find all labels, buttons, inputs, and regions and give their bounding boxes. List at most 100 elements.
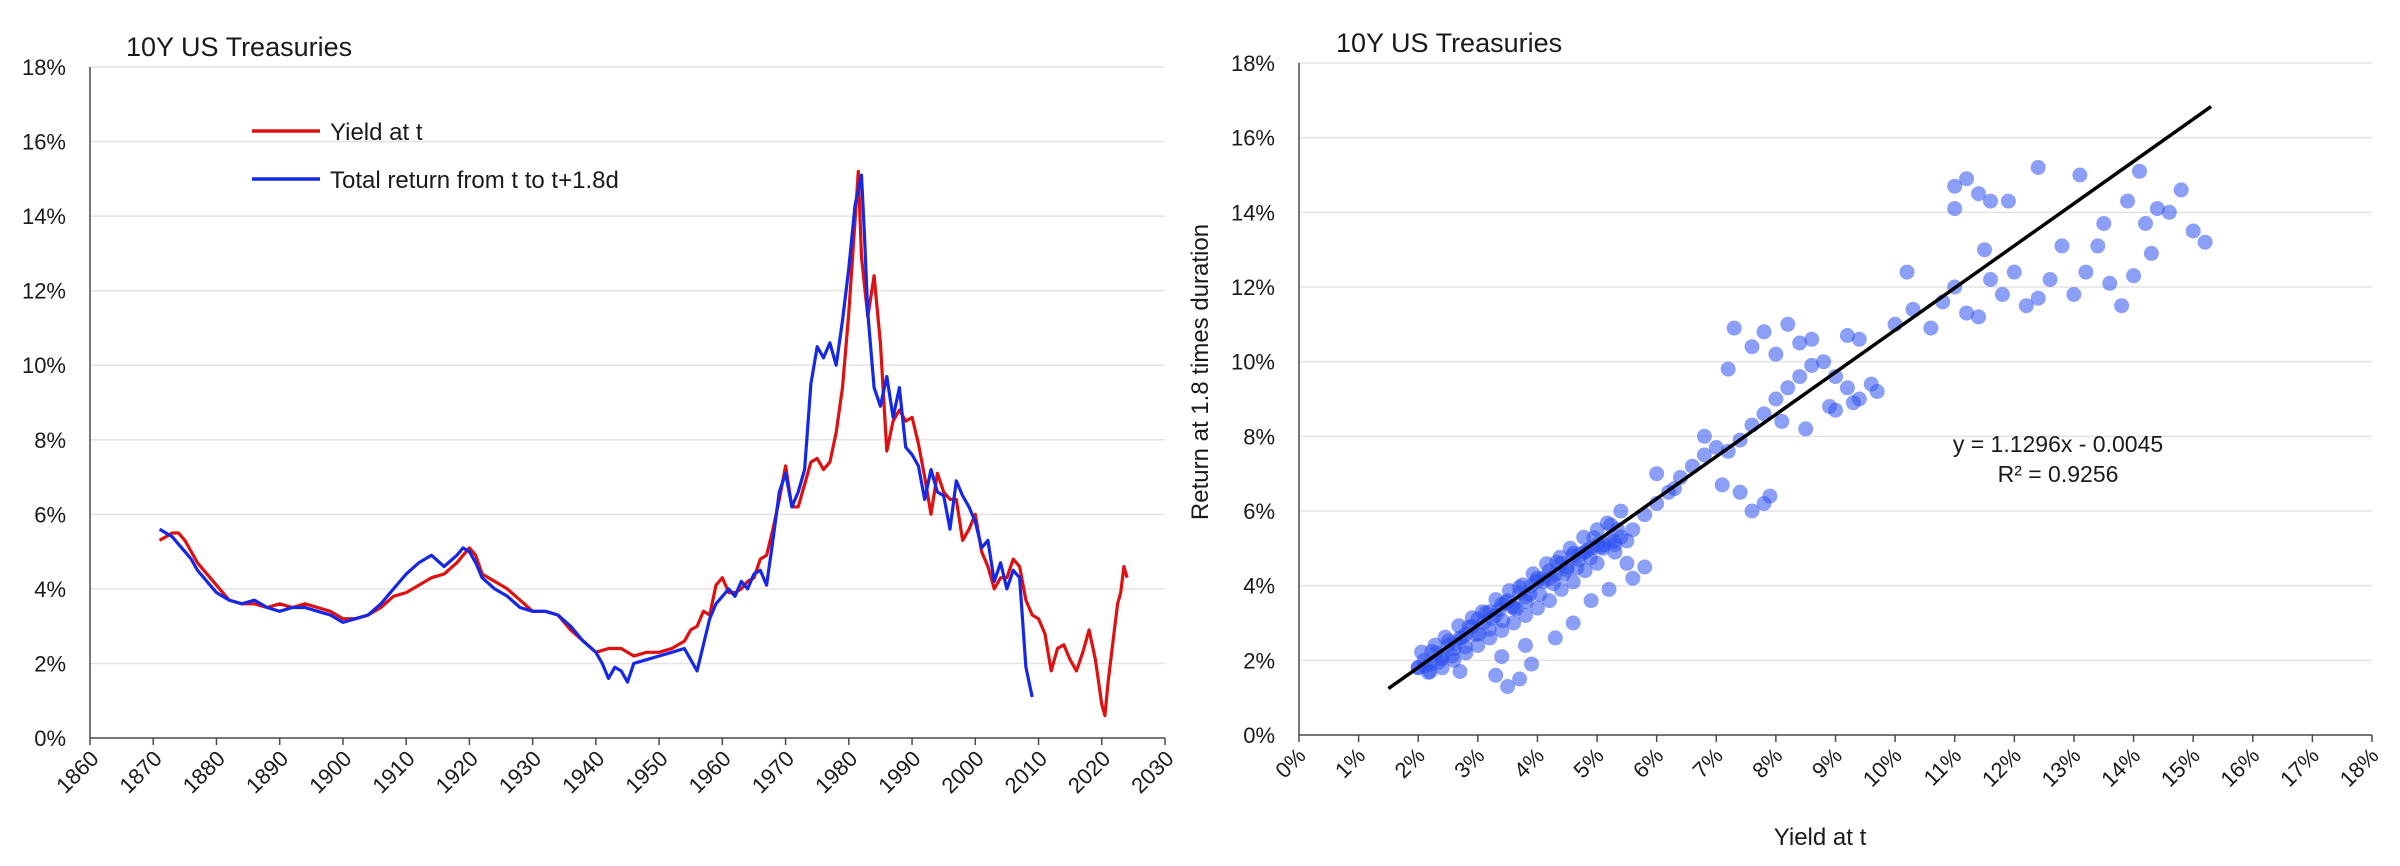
scatter-point — [2185, 223, 2201, 239]
scatter-point — [1607, 544, 1623, 560]
scatter-point — [1601, 581, 1617, 597]
right-x-tick-label: 9% — [1807, 743, 1847, 783]
scatter-point — [1696, 447, 1712, 463]
scatter-point — [2138, 216, 2153, 231]
scatter-point — [1625, 522, 1641, 538]
scatter-point — [1971, 309, 1987, 325]
scatter-point — [2126, 268, 2142, 284]
right-x-tick-label: 13% — [2037, 743, 2086, 792]
scatter-point — [1822, 399, 1837, 414]
right-x-tick-label: 17% — [2275, 743, 2324, 792]
right-x-tick-label: 11% — [1919, 743, 1967, 791]
left-y-tick-label: 18% — [22, 55, 66, 80]
scatter-point — [1637, 559, 1653, 575]
right-y-tick-label: 14% — [1231, 200, 1275, 225]
scatter-point — [1762, 488, 1778, 504]
regression-equation: y = 1.1296x - 0.0045 — [1953, 431, 2163, 457]
scatter-point — [2006, 264, 2022, 280]
left-gridlines — [90, 66, 1165, 665]
right-x-tick-labels: 0% 1% 2% 3% 4% 5% 6% 7% 8% 9% 10% 11% 12% 13% 14% 15% 16… — [1270, 743, 2383, 792]
scatter-point — [2054, 238, 2070, 254]
right-y-tick-label: 12% — [1231, 275, 1275, 300]
scatter-point — [1547, 630, 1563, 646]
scatter-point — [2132, 163, 2147, 179]
scatter-point — [1427, 637, 1443, 653]
scatter-point — [2120, 193, 2136, 209]
right-y-tick-label: 6% — [1243, 499, 1275, 524]
scatter-point — [1583, 593, 1599, 609]
left-x-tick-label: 2020 — [1063, 746, 1115, 798]
left-y-tick-label: 10% — [22, 353, 66, 378]
scatter-point — [1625, 570, 1641, 586]
scatter-point — [1606, 533, 1622, 549]
scatter-point — [2197, 234, 2213, 250]
right-y-tick-labels: 0% 2% 4% 6% 8% 10% 12% 14% 16% 18% — [1231, 51, 1275, 748]
right-y-tick-label: 8% — [1243, 424, 1275, 449]
total-return-line — [158, 173, 1034, 698]
scatter-point — [2096, 216, 2112, 231]
left-x-tick-label: 1890 — [241, 746, 293, 798]
right-x-tick-label: 15% — [2156, 743, 2205, 792]
scatter-point — [1458, 639, 1473, 655]
scatter-point — [1959, 305, 1975, 321]
scatter-point — [1780, 380, 1796, 396]
left-chart-title: 10Y US Treasuries — [126, 32, 352, 62]
scatter-point — [2078, 264, 2094, 280]
scatter-point — [1983, 272, 1998, 287]
trendline — [1387, 105, 2213, 690]
left-x-tick-label: 1870 — [114, 746, 166, 798]
yield-line — [158, 169, 1129, 718]
left-x-tick-label: 1950 — [620, 746, 672, 798]
scatter-point — [2000, 193, 2016, 209]
left-y-tick-label: 2% — [34, 651, 66, 676]
right-x-tick-label: 14% — [2096, 743, 2145, 792]
left-x-tick-label: 1930 — [494, 746, 546, 798]
scatter-point — [1816, 354, 1832, 370]
scatter-point — [1726, 320, 1742, 336]
scatter-point — [2173, 182, 2189, 198]
scatter-point — [1768, 346, 1784, 362]
scatter-point — [1947, 201, 1963, 217]
scatter-point — [1839, 328, 1855, 343]
right-x-tick-label: 6% — [1628, 743, 1668, 783]
right-y-tick-label: 4% — [1243, 574, 1275, 599]
scatter-point — [1452, 664, 1468, 679]
right-scatter-points — [1410, 160, 2213, 694]
right-x-tick-label: 10% — [1858, 743, 1907, 792]
left-y-tick-label: 0% — [34, 726, 66, 751]
scatter-point — [1488, 667, 1504, 683]
left-x-tick-label: 1880 — [178, 746, 230, 798]
scatter-point — [1774, 413, 1790, 429]
scatter-point — [2090, 238, 2106, 254]
scatter-point — [1768, 391, 1784, 407]
scatter-point — [2161, 204, 2177, 220]
scatter-point — [1804, 331, 1820, 347]
scatter-point — [1500, 679, 1516, 694]
left-y-tick-label: 4% — [34, 577, 66, 602]
left-x-tick-label: 1860 — [51, 746, 103, 798]
scatter-point — [1619, 533, 1635, 549]
scatter-point — [1792, 369, 1808, 385]
right-x-tick-label: 2% — [1390, 743, 1430, 783]
right-x-tick-label: 1% — [1330, 743, 1370, 783]
scatter-point — [1971, 186, 1987, 202]
scatter-point — [1899, 264, 1915, 280]
scatter-point — [1529, 600, 1545, 616]
left-y-tick-label: 14% — [22, 204, 66, 229]
left-x-tick-label: 1940 — [557, 746, 609, 798]
scatter-point — [1518, 637, 1533, 653]
left-y-tick-label: 8% — [34, 428, 66, 453]
legend-label-yield: Yield at t — [330, 119, 423, 146]
left-y-tick-label: 6% — [34, 502, 66, 527]
scatter-point — [1756, 406, 1772, 422]
left-series-lines — [158, 169, 1129, 718]
left-x-tick-label: 1920 — [431, 746, 483, 798]
right-x-tick-label: 3% — [1449, 743, 1489, 783]
right-scatter-chart: 0% 2% 4% 6% 8% 10% 12% 14% 16% 18% 0% 1% 2% 3% 4% 5% 6%… — [1187, 28, 2384, 851]
scatter-point — [1524, 656, 1539, 672]
scatter-point — [1977, 242, 1992, 258]
right-y-tick-label: 2% — [1243, 648, 1275, 673]
scatter-point — [1994, 287, 2010, 302]
scatter-point — [2102, 275, 2118, 291]
right-x-axis-label: Yield at t — [1774, 824, 1867, 851]
